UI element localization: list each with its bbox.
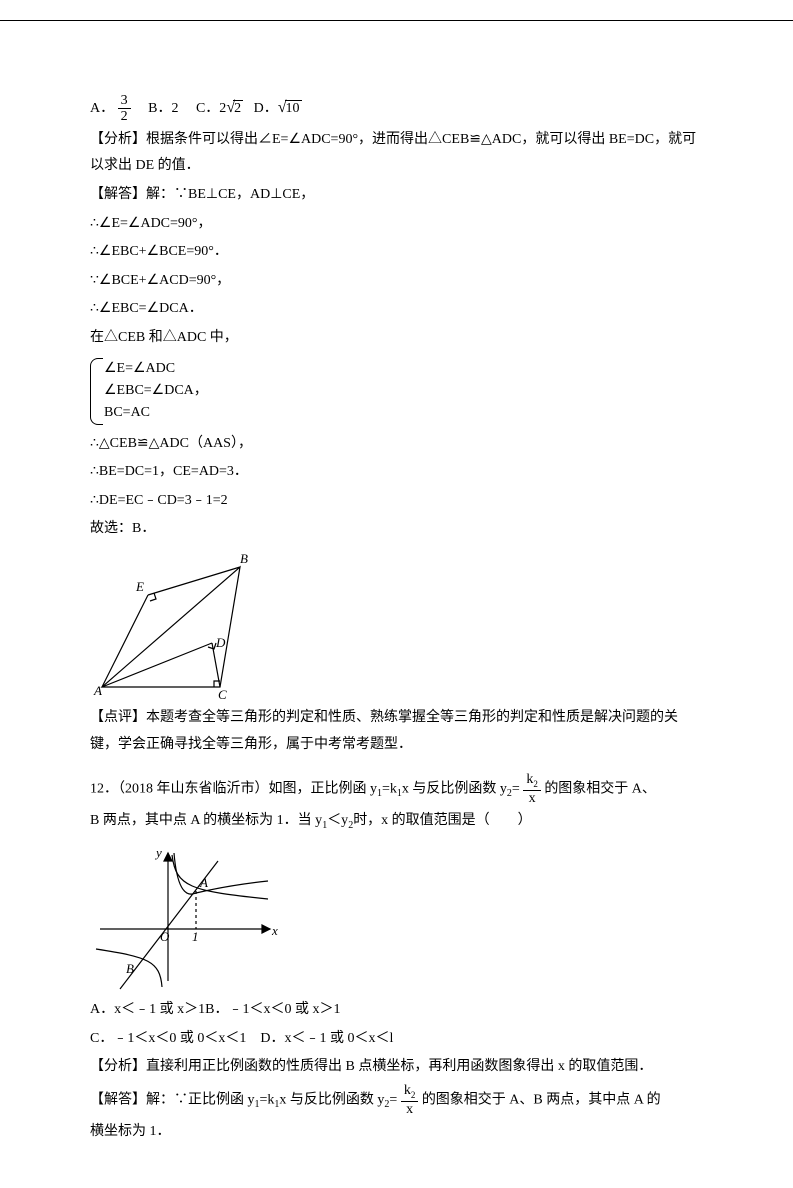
brace-line-1: ∠E=∠ADC (104, 358, 208, 380)
q12-line2: B 两点，其中点 A 的横坐标为 1．当 y1＜y2时，x 的取值范围是（ ） (90, 808, 703, 835)
choice-d-sqrt: √10 (278, 93, 302, 123)
fig1-label-a: A (93, 683, 102, 698)
solve-1-start: 【解答】解：∵BE⊥CE，AD⊥CE， (90, 182, 703, 209)
step-7: ∴BE=DC=1，CE=AD=3． (90, 459, 703, 486)
fig1-label-e: E (135, 579, 144, 594)
solve-2: 【解答】解：∵正比例函 y1=k1x 与反比例函数 y2= k2 x 的图象相交… (90, 1083, 703, 1117)
fig2-label-y: y (154, 845, 162, 860)
fig2-label-x: x (271, 923, 278, 938)
choice-c-prefix: C．2 (196, 101, 226, 116)
step-3: ∵∠BCE+∠ACD=90°， (90, 268, 703, 295)
step-5: 在△CEB 和△ADC 中， (90, 325, 703, 352)
step-9: 故选：B． (90, 516, 703, 543)
analysis-2: 【分析】直接利用正比例函数的性质得出 B 点横坐标，再利用函数图象得出 x 的取… (90, 1054, 703, 1081)
choice-a-prefix: A． (90, 101, 114, 116)
brace-system: ∠E=∠ADC ∠EBC=∠DCA， BC=AC (90, 358, 208, 425)
fig2-label-b: B (126, 961, 134, 976)
step-4: ∴∠EBC=∠DCA． (90, 296, 703, 323)
step-8: ∴DE=EC﹣CD=3﹣1=2 (90, 488, 703, 515)
q12-options-1: A．x＜﹣1 或 x＞1B．﹣1＜x＜0 或 x＞1 (90, 997, 703, 1024)
fig1-label-b: B (240, 551, 248, 566)
choice-b: B．2 (148, 101, 178, 116)
choices-row: A． 3 2 B．2 C．2√2 D．√10 (90, 93, 703, 125)
solve-2b: 横坐标为 1． (90, 1119, 703, 1146)
review-1: 【点评】本题考查全等三角形的判定和性质、熟练掌握全等三角形的判定和性质是解决问题… (90, 705, 703, 758)
fig2-label-1: 1 (192, 929, 199, 944)
step-6: ∴△CEB≌△ADC（AAS）， (90, 431, 703, 458)
spacer (90, 760, 703, 770)
brace-line-3: BC=AC (104, 402, 208, 424)
choice-c-sqrt: √2 (226, 93, 243, 123)
figure-triangle: A C B E D (90, 549, 255, 699)
solve2-fraction: k2 x (401, 1083, 419, 1117)
fig1-label-c: C (218, 687, 227, 699)
analysis-1: 【分析】根据条件可以得出∠E=∠ADC=90°，进而得出△CEB≌△ADC，就可… (90, 127, 703, 180)
choice-d-prefix: D． (254, 101, 278, 116)
step-2: ∴∠EBC+∠BCE=90°． (90, 239, 703, 266)
page-content: A． 3 2 B．2 C．2√2 D．√10 【分析】根据条件可以得出∠E=∠A… (0, 20, 793, 1188)
fig1-label-d: D (215, 635, 226, 650)
q12-line1: 12．（2018 年山东省临沂市）如图，正比例函 y1=k1x 与反比例函数 y… (90, 772, 703, 806)
figure-graph: O 1 x y A B (90, 841, 280, 991)
fig2-label-o: O (160, 929, 170, 944)
choice-a-fraction: 3 2 (118, 93, 131, 125)
brace-line-2: ∠EBC=∠DCA， (104, 380, 208, 402)
step-1: ∴∠E=∠ADC=90°， (90, 211, 703, 238)
fig2-label-a: A (199, 875, 208, 890)
q12-options-2: C．﹣1＜x＜0 或 0＜x＜1 D．x＜﹣1 或 0＜x＜l (90, 1026, 703, 1053)
q12-fraction: k2 x (523, 772, 541, 806)
